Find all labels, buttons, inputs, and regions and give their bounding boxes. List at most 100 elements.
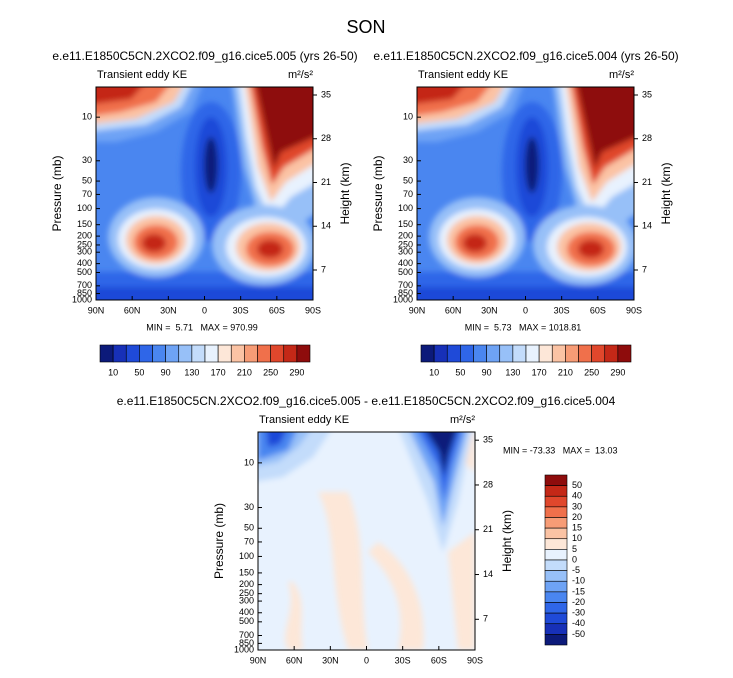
y-tick-label: 500 [239, 616, 254, 626]
colorbar-box [512, 344, 527, 363]
colorbar-label: 0 [572, 554, 577, 564]
y2-tick-label: 28 [483, 479, 493, 489]
colorbar-label: 50 [455, 367, 465, 377]
colorbar-box [191, 344, 206, 363]
y-tick-label: 850 [239, 638, 254, 648]
colorbar-box [165, 344, 180, 363]
colorbar-box [125, 344, 140, 363]
y2-tick-label: 35 [483, 435, 493, 445]
y2-tick-label: 35 [642, 89, 652, 99]
colorbar-box [460, 344, 474, 363]
x-tick-label: 0 [202, 305, 207, 315]
colorbar-box [591, 344, 606, 363]
colorbar-label: 250 [584, 367, 599, 377]
colorbar-box [538, 344, 553, 363]
y-tick-label: 50 [244, 523, 254, 533]
colorbar-box [486, 344, 501, 363]
y-tick-label: 10 [82, 112, 92, 122]
x-tick-label: 0 [523, 305, 528, 315]
colorbar-box [544, 474, 568, 486]
y-tick-label: 10 [403, 112, 413, 122]
colorbar-box [152, 344, 166, 363]
colorbar-box [544, 634, 568, 646]
y2-tick-label: 14 [321, 221, 331, 231]
colorbar-box [604, 344, 619, 363]
units: m²/s² [609, 69, 634, 81]
colorbar-box [544, 612, 568, 625]
y-tick-label: 70 [403, 189, 413, 199]
colorbar-label: 290 [289, 367, 304, 377]
y-tick-label: 300 [77, 247, 92, 257]
colorbar-box [420, 344, 435, 363]
colorbar-box [112, 344, 127, 363]
panel-label: Transient eddy KE [97, 69, 187, 81]
colorbar-box [544, 602, 568, 614]
y2-tick-label: 7 [642, 264, 647, 274]
colorbar-box [544, 591, 568, 603]
colorbar-label: 50 [134, 367, 144, 377]
colorbar-label: -20 [572, 597, 585, 607]
y2-tick-label: 28 [321, 133, 331, 143]
y-tick-label: 400 [77, 258, 92, 268]
y-axis-label: Pressure (mb) [212, 503, 226, 579]
y-tick-label: 30 [244, 502, 254, 512]
colorbar-label: -30 [572, 608, 585, 618]
y-tick-label: 1000 [234, 644, 254, 654]
colorbar-label: 30 [572, 501, 582, 511]
y-tick-label: 1000 [72, 294, 92, 304]
y-tick-label: 850 [398, 288, 413, 298]
units: m²/s² [288, 69, 313, 81]
colorbar-label: -50 [572, 629, 585, 639]
colorbar-box [578, 344, 592, 363]
x-tick-label: 60N [445, 305, 462, 315]
panel-title: e.e11.E1850C5CN.2XCO2.f09_g16.cice5.005 … [117, 394, 616, 408]
colorbar-box [473, 344, 487, 363]
y-tick-label: 50 [403, 175, 413, 185]
colorbar-label: 10 [429, 367, 439, 377]
x-tick-label: 90S [305, 305, 321, 315]
x-tick-label: 90S [626, 305, 642, 315]
colorbar-label: -5 [572, 565, 580, 575]
colorbar-box [525, 344, 540, 363]
y-tick-label: 150 [398, 219, 413, 229]
x-tick-label: 0 [364, 655, 369, 665]
x-tick-label: 60S [590, 305, 606, 315]
panel-label: Transient eddy KE [259, 414, 349, 426]
colorbar-box [544, 506, 568, 518]
colorbar-label: 250 [263, 367, 278, 377]
colorbar-box [544, 517, 568, 529]
y2-tick-label: 14 [483, 569, 493, 579]
colorbar-box [296, 344, 311, 363]
y-axis-label: Pressure (mb) [371, 155, 385, 231]
panel-title: e.e11.E1850C5CN.2XCO2.f09_g16.cice5.005 … [52, 49, 357, 63]
contour-field [407, 77, 647, 317]
colorbar-label: 210 [237, 367, 252, 377]
colorbar-label: 170 [211, 367, 226, 377]
colorbar-label: 210 [558, 367, 573, 377]
y-tick-label: 500 [398, 267, 413, 277]
contour-field [86, 77, 326, 317]
colorbar-label: 130 [184, 367, 199, 377]
colorbar-box [283, 344, 298, 363]
y2-tick-label: 21 [321, 177, 331, 187]
x-tick-label: 90N [250, 655, 267, 665]
y-tick-label: 700 [398, 280, 413, 290]
colorbar-box [551, 344, 566, 363]
contour-field [258, 432, 475, 650]
min-max: MIN = 5.71 MAX = 970.99 [146, 322, 258, 332]
x-tick-label: 30S [554, 305, 570, 315]
colorbar-box [544, 527, 568, 540]
x-tick-label: 90S [467, 655, 483, 665]
colorbar-box [230, 344, 245, 363]
y-tick-label: 30 [403, 155, 413, 165]
y-tick-label: 500 [77, 267, 92, 277]
y-tick-label: 400 [239, 607, 254, 617]
y-tick-label: 300 [398, 247, 413, 257]
colorbar-label: 90 [161, 367, 171, 377]
x-tick-label: 60S [431, 655, 447, 665]
y2-tick-label: 28 [642, 133, 652, 143]
colorbar-box [544, 580, 568, 593]
x-tick-label: 30N [160, 305, 177, 315]
y-tick-label: 200 [77, 230, 92, 240]
y-tick-label: 400 [398, 258, 413, 268]
